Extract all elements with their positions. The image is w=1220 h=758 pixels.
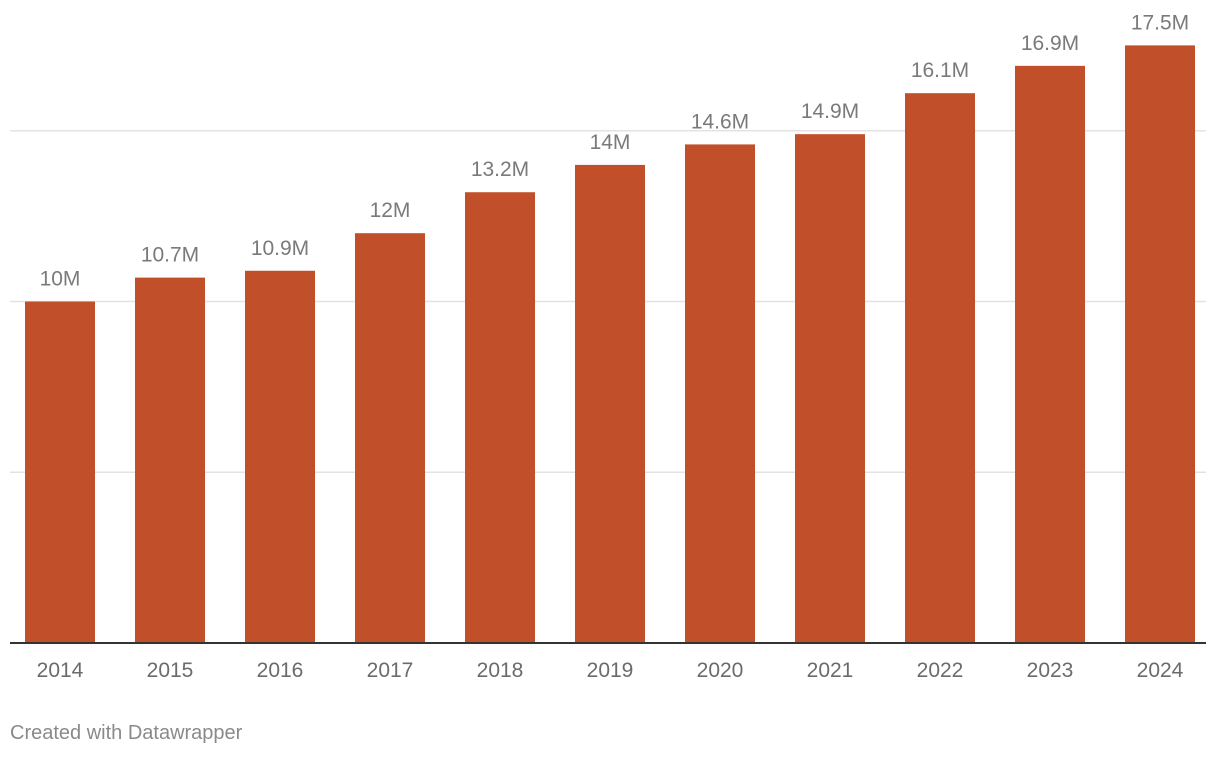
value-label-2014: 10M: [40, 268, 81, 291]
value-label-2017: 12M: [370, 199, 411, 222]
bar-2022: [905, 93, 975, 643]
bars: [25, 45, 1195, 644]
bar-2024: [1125, 45, 1195, 643]
x-tick-label-2021: 2021: [807, 659, 854, 682]
x-tick-label-2022: 2022: [917, 659, 964, 682]
value-label-2021: 14.9M: [801, 100, 859, 123]
value-label-2018: 13.2M: [471, 158, 529, 181]
x-tick-label-2014: 2014: [37, 659, 84, 682]
bar-2021: [795, 134, 865, 644]
x-tick-label-2018: 2018: [477, 659, 524, 682]
x-tick-label-2023: 2023: [1027, 659, 1074, 682]
datawrapper-credit: Created with Datawrapper: [10, 722, 243, 744]
value-label-2015: 10.7M: [141, 244, 199, 267]
bar-2023: [1015, 65, 1085, 644]
value-label-2023: 16.9M: [1021, 32, 1079, 55]
value-label-2019: 14M: [590, 131, 631, 154]
bar-2017: [355, 233, 425, 643]
bar-2019: [575, 164, 645, 643]
bar-2014: [25, 301, 95, 643]
bar-2015: [135, 277, 205, 643]
x-tick-label-2017: 2017: [367, 659, 414, 682]
bar-2016: [245, 270, 315, 643]
value-label-2022: 16.1M: [911, 59, 969, 82]
x-axis-ticks: 2014 2015 2016 2017 2018 2019 2020 2021 2022 2023…: [37, 659, 1184, 682]
x-tick-label-2019: 2019: [587, 659, 634, 682]
value-label-2016: 10.9M: [251, 237, 309, 260]
bar-2018: [465, 192, 535, 643]
x-tick-label-2016: 2016: [257, 659, 304, 682]
x-tick-label-2015: 2015: [147, 659, 194, 682]
value-label-2024: 17.5M: [1131, 11, 1189, 34]
x-tick-label-2020: 2020: [697, 659, 744, 682]
x-tick-label-2024: 2024: [1137, 659, 1184, 682]
value-label-2020: 14.6M: [691, 110, 749, 133]
bar-2020: [685, 144, 755, 643]
value-labels: 10M 10.7M 10.9M 12M 13.2M 14M 14.6M 14.9M 16.1M 1…: [40, 11, 1190, 290]
bar-chart: 10M 10.7M 10.9M 12M 13.2M 14M 14.6M 14.9M 16.1M 1…: [10, 11, 1206, 682]
